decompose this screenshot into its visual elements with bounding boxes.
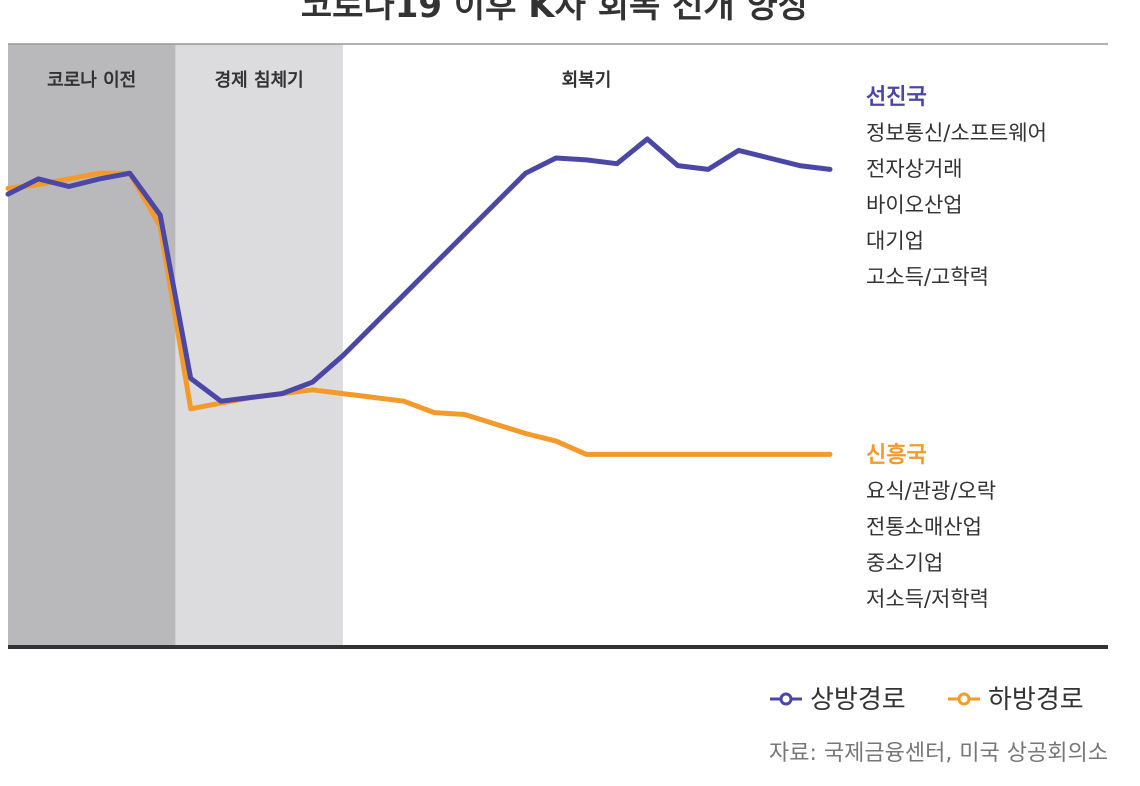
- phase-label-0: 코로나 이전: [47, 70, 136, 91]
- upper-sector-1: 전자상거래: [866, 157, 963, 181]
- series-line-upper: [5, 136, 833, 404]
- lower-group-label: 신흥국: [866, 443, 927, 468]
- series-lines: [5, 136, 833, 457]
- lower-sector-1: 전통소매산업: [866, 515, 982, 539]
- legend: 상방경로 하방경로: [770, 685, 1084, 715]
- upper-group-label: 선진국: [866, 85, 927, 110]
- upper-sector-0: 정보통신/소프트웨어: [866, 121, 1047, 145]
- legend-item-upper: 상방경로: [770, 685, 906, 715]
- legend-lower-label: 하방경로: [988, 685, 1084, 715]
- phase-label-1: 경제 침체기: [215, 70, 304, 91]
- phase-band-1: [175, 44, 343, 647]
- phase-band-0: [8, 44, 176, 647]
- source-note: 자료: 국제금융센터, 미국 상공회의소: [769, 741, 1108, 766]
- upper-sector-2: 바이오산업: [866, 193, 963, 217]
- phase-labels: 코로나 이전 경제 침체기 회복기: [47, 70, 611, 91]
- phase-label-2: 회복기: [562, 70, 612, 91]
- upper-sector-4: 고소득/고학력: [866, 265, 989, 289]
- legend-upper-marker: [779, 692, 793, 706]
- lower-sector-3: 저소득/저학력: [866, 587, 989, 611]
- chart-title: 코로나19 이후 K자 회복 전개 양상: [300, 0, 810, 26]
- lower-sector-2: 중소기업: [866, 551, 943, 575]
- upper-sector-3: 대기업: [866, 229, 924, 253]
- lower-sector-0: 요식/관광/오락: [866, 479, 996, 503]
- series-line-lower: [5, 170, 833, 457]
- legend-item-lower: 하방경로: [948, 685, 1084, 715]
- legend-lower-marker: [957, 692, 971, 706]
- phase-bands: [8, 44, 343, 647]
- legend-upper-label: 상방경로: [810, 685, 906, 715]
